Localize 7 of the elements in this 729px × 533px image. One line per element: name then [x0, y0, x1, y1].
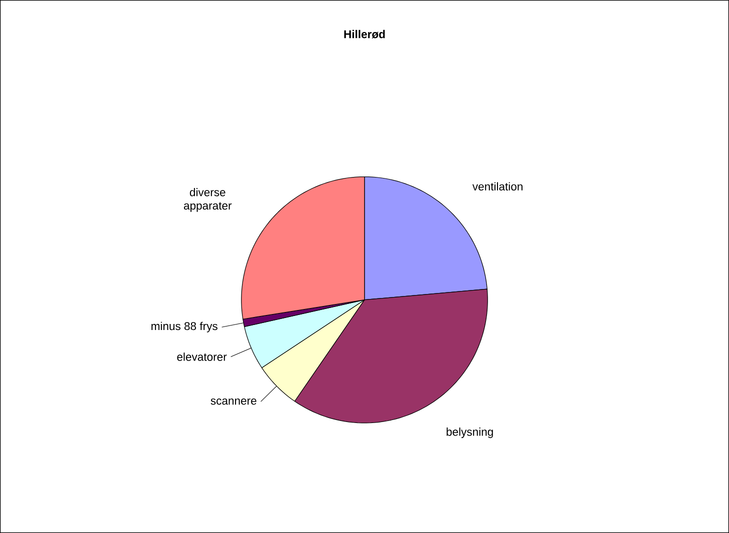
- slice-label: minus 88 frys: [152, 322, 218, 332]
- slice-label: ventilation: [472, 182, 522, 190]
- slice-label: belysning: [446, 428, 493, 438]
- slice-label: elevatorer: [177, 352, 227, 361]
- chart-title: Hillerød: [344, 30, 385, 38]
- slice-label: diverse apparater: [184, 188, 232, 212]
- slice-label: scannere: [210, 398, 256, 405]
